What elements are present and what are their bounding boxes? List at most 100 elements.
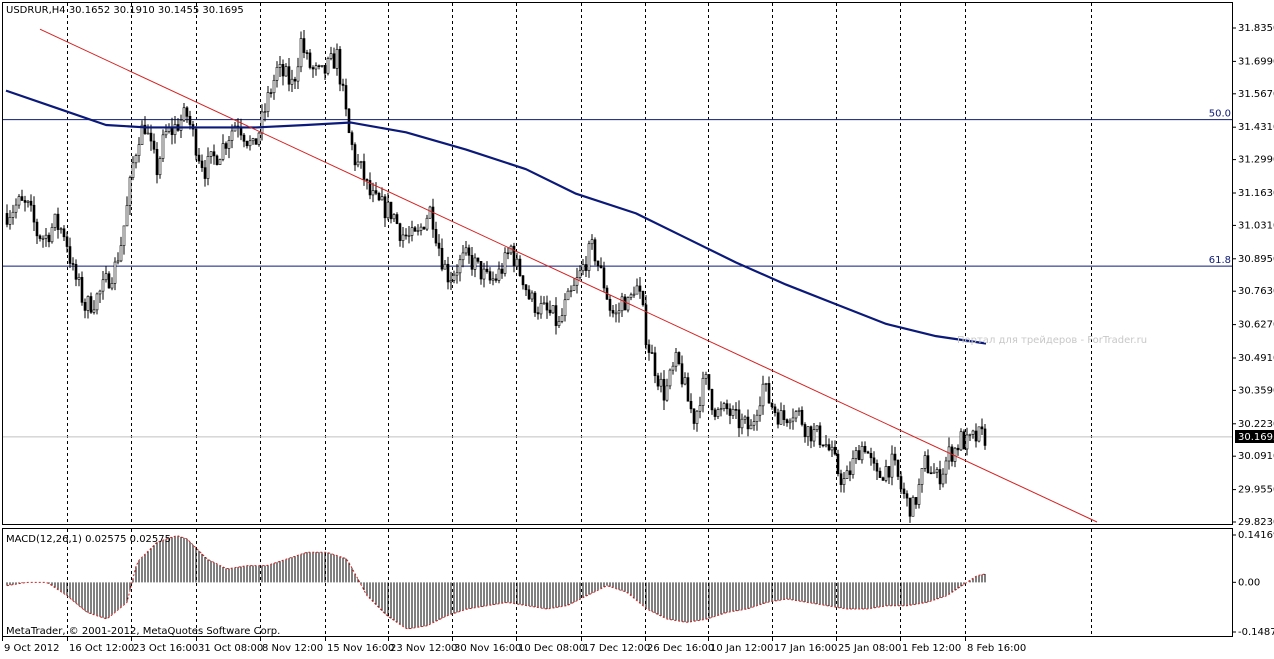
candle-body bbox=[941, 473, 945, 485]
candle-body bbox=[329, 53, 333, 59]
candle-body bbox=[50, 227, 54, 243]
candle-body bbox=[404, 234, 408, 237]
candle-body bbox=[17, 196, 21, 206]
candle-body bbox=[116, 260, 120, 263]
candle-body bbox=[686, 377, 690, 402]
macd-tick-label: -0.14875 bbox=[1238, 627, 1274, 638]
macd-panel-frame bbox=[2, 528, 1233, 637]
candle-body bbox=[815, 425, 819, 430]
candle-body bbox=[623, 296, 627, 311]
candle-body bbox=[701, 377, 705, 406]
candle-body bbox=[719, 408, 723, 411]
candle-body bbox=[407, 235, 411, 237]
candle-body bbox=[722, 403, 726, 410]
price-tick-label: 31.5670 bbox=[1238, 89, 1274, 100]
candle-body bbox=[311, 67, 315, 70]
time-tick-label: 23 Oct 16:00 bbox=[133, 643, 198, 654]
candle-body bbox=[299, 38, 303, 68]
candle-body bbox=[119, 245, 123, 262]
trendline-path[interactable] bbox=[39, 28, 1098, 523]
candle-body bbox=[791, 417, 795, 422]
candle-body bbox=[785, 419, 789, 424]
time-tick-label: 8 Nov 12:00 bbox=[262, 643, 323, 654]
candle-body bbox=[707, 374, 711, 390]
candle-body bbox=[212, 151, 216, 157]
candle-body bbox=[416, 230, 420, 232]
candle-body bbox=[302, 38, 306, 53]
candle-body bbox=[296, 66, 300, 82]
candle-body bbox=[812, 429, 816, 442]
candle-body bbox=[944, 460, 948, 475]
candle-body bbox=[848, 470, 852, 475]
candle-body bbox=[425, 217, 429, 230]
candle-body bbox=[470, 255, 474, 270]
moving-average-line bbox=[5, 89, 987, 345]
candle-body bbox=[80, 277, 84, 303]
candle-body bbox=[383, 196, 387, 219]
candle-body bbox=[899, 476, 903, 490]
candle-body bbox=[818, 425, 822, 446]
price-axis[interactable]: 31.8350 31.6990 31.5670 31.4310 31.2990 31.16… bbox=[1232, 23, 1274, 528]
time-tick-label: 30 Nov 16:00 bbox=[454, 643, 521, 654]
time-tick-label: 10 Dec 08:00 bbox=[518, 643, 585, 654]
candle-body bbox=[920, 468, 924, 485]
candle-body bbox=[419, 226, 423, 231]
candle-body bbox=[527, 289, 531, 300]
price-tick-label: 30.4910 bbox=[1238, 353, 1274, 364]
candle-body bbox=[245, 141, 249, 147]
candle-body bbox=[530, 292, 534, 300]
candle-body bbox=[617, 310, 621, 314]
current-price-box bbox=[1235, 430, 1274, 443]
candle-body bbox=[578, 270, 582, 278]
candle-body bbox=[980, 426, 984, 430]
candle-body bbox=[371, 190, 375, 196]
candle-body bbox=[977, 426, 981, 442]
candle-body bbox=[806, 426, 810, 437]
price-tick-label: 30.7630 bbox=[1238, 286, 1274, 297]
candle-body bbox=[764, 383, 768, 385]
macd-tick-label: 0.14169 bbox=[1238, 530, 1274, 541]
candle-body bbox=[788, 420, 792, 424]
time-tick-label: 17 Dec 12:00 bbox=[583, 643, 650, 654]
candle-body bbox=[887, 466, 891, 478]
candle-body bbox=[35, 221, 39, 237]
candle-body bbox=[878, 470, 882, 478]
candle-body bbox=[341, 83, 345, 86]
candle-body bbox=[356, 161, 360, 166]
candle-body bbox=[5, 213, 9, 225]
candle-body bbox=[275, 67, 279, 81]
candle-body bbox=[221, 143, 225, 160]
candle-body bbox=[551, 305, 555, 314]
candle-body bbox=[71, 263, 75, 265]
candle-body bbox=[350, 132, 354, 145]
candle-body bbox=[698, 405, 702, 412]
candle-body bbox=[794, 411, 798, 419]
candle-body bbox=[803, 424, 807, 437]
time-tick-label: 17 Jan 16:00 bbox=[774, 643, 837, 654]
candle-body bbox=[401, 234, 405, 241]
fib-level-label: 61.8 bbox=[1209, 255, 1231, 266]
candle-body bbox=[959, 431, 963, 451]
candle-body bbox=[293, 78, 297, 82]
candle-body bbox=[923, 455, 927, 469]
price-candles bbox=[5, 29, 987, 523]
candle-body bbox=[728, 408, 732, 416]
candle-body bbox=[569, 290, 573, 292]
candle-body bbox=[101, 279, 105, 292]
candle-body bbox=[734, 409, 738, 411]
time-tick-label: 1 Feb 12:00 bbox=[902, 643, 961, 654]
candle-body bbox=[320, 65, 324, 67]
candle-body bbox=[155, 149, 159, 176]
candle-body bbox=[134, 155, 138, 164]
candle-body bbox=[524, 284, 528, 291]
candle-body bbox=[248, 140, 252, 147]
candle-body bbox=[689, 400, 693, 410]
macd-header: MACD(12,26,1) 0.02575 0.02575 bbox=[6, 534, 171, 545]
candle-body bbox=[455, 272, 459, 276]
candle-body bbox=[458, 259, 462, 274]
candle-body bbox=[548, 309, 552, 314]
candle-body bbox=[695, 410, 699, 424]
